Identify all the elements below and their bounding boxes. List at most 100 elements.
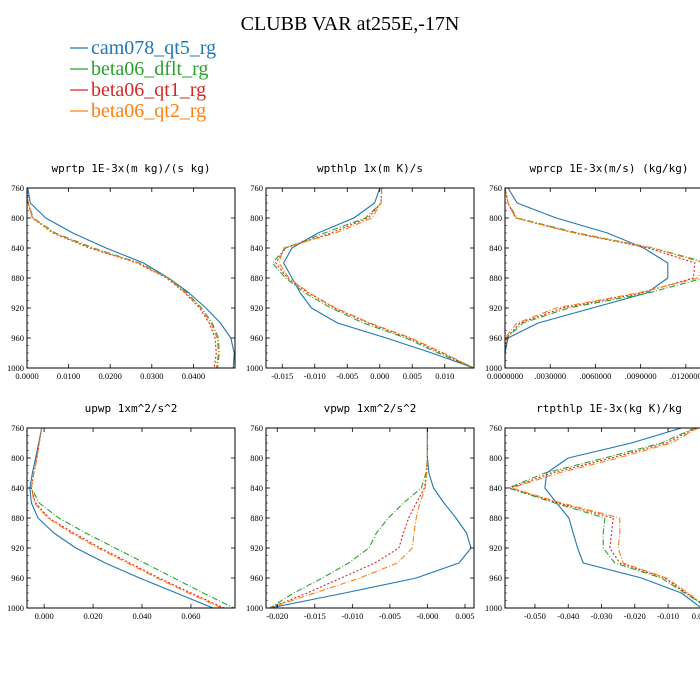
- x-tick-label: 0.0100: [57, 371, 80, 381]
- series-group: [271, 188, 474, 368]
- y-tick-label: 880: [250, 513, 263, 523]
- series-line-beta06_qt2_rg: [278, 188, 474, 368]
- x-tick-label: -0.040: [557, 611, 579, 621]
- series-line-cam078_qt5_rg: [283, 188, 474, 368]
- y-tick-label: 880: [489, 273, 502, 283]
- y-tick-label: 1000: [485, 363, 502, 373]
- x-tick-label: 0.010: [435, 371, 454, 381]
- y-tick-label: 920: [250, 303, 263, 313]
- x-tick-label: .0030000: [534, 371, 566, 381]
- series-group: [505, 188, 700, 368]
- y-tick-label: 800: [11, 213, 24, 223]
- plot-frame: [265, 187, 475, 369]
- x-tick-label: -0.005: [379, 611, 401, 621]
- y-tick-label: 1000: [7, 363, 24, 373]
- chart-panel-5: vpwp 1xm^2/s^27608008408809209601000-0.0…: [246, 402, 475, 621]
- y-tick-label: 760: [11, 183, 24, 193]
- y-tick-label: 920: [250, 543, 263, 553]
- x-tick-label: 0.0400: [182, 371, 205, 381]
- y-tick-label: 840: [489, 243, 502, 253]
- x-tick-label: .0060000: [579, 371, 611, 381]
- y-tick-label: 920: [11, 543, 24, 553]
- chart-panel-4: upwp 1xm^2/s^2 760 800 840 880 920 960 1000 0.00…: [7, 402, 236, 621]
- x-tick-label: -0.050: [524, 611, 546, 621]
- y-tick-label: 1000: [246, 603, 263, 613]
- series-line-beta06_dflt_rg: [505, 188, 700, 368]
- series-line-beta06_qt2_rg: [511, 428, 700, 603]
- x-tick-label: 0.005: [455, 611, 474, 621]
- series-line-cam078_qt5_rg: [505, 188, 669, 368]
- x-tick-label: 0.060: [181, 611, 200, 621]
- plot-frame: [26, 187, 236, 369]
- x-tick-label: 0.005: [403, 371, 422, 381]
- y-tick-label: 800: [11, 453, 24, 463]
- x-tick-label: 0.000: [370, 371, 389, 381]
- legend-label-beta06_qt1_rg: beta06_qt1_rg: [91, 79, 206, 101]
- x-tick-label: -0.010: [304, 371, 326, 381]
- x-tick-label: -0.020: [624, 611, 646, 621]
- y-tick-label: 920: [489, 543, 502, 553]
- y-tick-label: 880: [11, 513, 24, 523]
- y-tick-label: 760: [489, 183, 502, 193]
- x-tick-label: -0.020: [266, 611, 288, 621]
- chart-panel-1: wprtp 1E-3x(m kg)/(s kg) 760 800 840 880 920 9…: [7, 162, 236, 381]
- series-line-beta06_qt2_rg: [269, 428, 428, 608]
- x-tick-label: 0.020: [84, 611, 103, 621]
- x-tick-label: -0.005: [336, 371, 358, 381]
- series-group: [269, 428, 472, 608]
- x-tick-label: -0.000: [416, 611, 438, 621]
- legend-label-cam078_qt5_rg: cam078_qt5_rg: [91, 37, 216, 59]
- y-tick-label: 1000: [485, 603, 502, 613]
- y-tick-label: 960: [489, 333, 502, 343]
- x-tick-label: 0.0000: [15, 371, 38, 381]
- panel-title: rtpthlp 1E-3x(kg K)/kg: [536, 402, 682, 415]
- panel-title: vpwp 1xm^2/s^2: [324, 402, 417, 415]
- series-line-cam078_qt5_rg: [544, 428, 700, 608]
- panel-title: wprtp 1E-3x(m kg)/(s kg): [52, 162, 211, 175]
- y-tick-label: 760: [11, 423, 24, 433]
- y-tick-label: 840: [11, 243, 24, 253]
- series-line-beta06_qt1_rg: [505, 188, 696, 368]
- panel-title: upwp 1xm^2/s^2: [85, 402, 178, 415]
- x-tick-label: 0.000: [35, 611, 54, 621]
- x-tick-label: .0090000: [625, 371, 657, 381]
- y-tick-label: 1000: [7, 603, 24, 613]
- chart-panels: wprtp 1E-3x(m kg)/(s kg) 760 800 840 880 920 9…: [7, 162, 700, 621]
- y-tick-label: 840: [11, 483, 24, 493]
- y-tick-label: 840: [489, 483, 502, 493]
- y-tick-label: 960: [489, 573, 502, 583]
- series-line-beta06_dflt_rg: [507, 428, 700, 604]
- series-line-beta06_qt1_rg: [27, 188, 217, 368]
- legend-label-beta06_dflt_rg: beta06_dflt_rg: [91, 58, 208, 80]
- x-tick-label: 0.0300: [140, 371, 163, 381]
- plot-frame: [504, 427, 700, 609]
- x-tick-label: -0.015: [304, 611, 326, 621]
- y-tick-label: 880: [489, 513, 502, 523]
- y-tick-label: 800: [250, 453, 263, 463]
- chart-panel-6: rtpthlp 1E-3x(kg K)/kg 760 800 840 880 920 960…: [485, 402, 700, 621]
- x-tick-label: -0.010: [341, 611, 363, 621]
- series-line-beta06_dflt_rg: [27, 188, 220, 368]
- figure-title: CLUBB VAR at255E,-17N: [241, 13, 460, 35]
- x-tick-label: 0.000: [692, 611, 700, 621]
- y-tick-label: 800: [250, 213, 263, 223]
- y-tick-label: 800: [489, 453, 502, 463]
- y-tick-label: 800: [489, 213, 502, 223]
- x-tick-label: 0.0200: [99, 371, 122, 381]
- legend: cam078_qt5_rgbeta06_dflt_rgbeta06_qt1_rg…: [70, 37, 216, 122]
- x-tick-label: -0.010: [657, 611, 679, 621]
- chart-panel-2: wpthlp 1x(m K)/s 760 800 840 880 920 960 1000 -0…: [246, 162, 475, 381]
- x-tick-label: 0.040: [132, 611, 151, 621]
- series-line-beta06_qt2_rg: [30, 428, 222, 608]
- x-tick-label: -0.030: [591, 611, 613, 621]
- y-tick-label: 960: [250, 573, 263, 583]
- series-line-beta06_qt2_rg: [27, 188, 219, 368]
- y-tick-label: 760: [250, 423, 263, 433]
- plot-frame: [504, 187, 700, 369]
- y-tick-label: 920: [11, 303, 24, 313]
- y-tick-label: 880: [250, 273, 263, 283]
- chart-panel-3: wprcp 1E-3x(m/s) (kg/kg) 760 800 840 880 920 9…: [485, 162, 700, 381]
- series-line-cam078_qt5_rg: [29, 428, 214, 608]
- series-line-beta06_dflt_rg: [30, 428, 235, 608]
